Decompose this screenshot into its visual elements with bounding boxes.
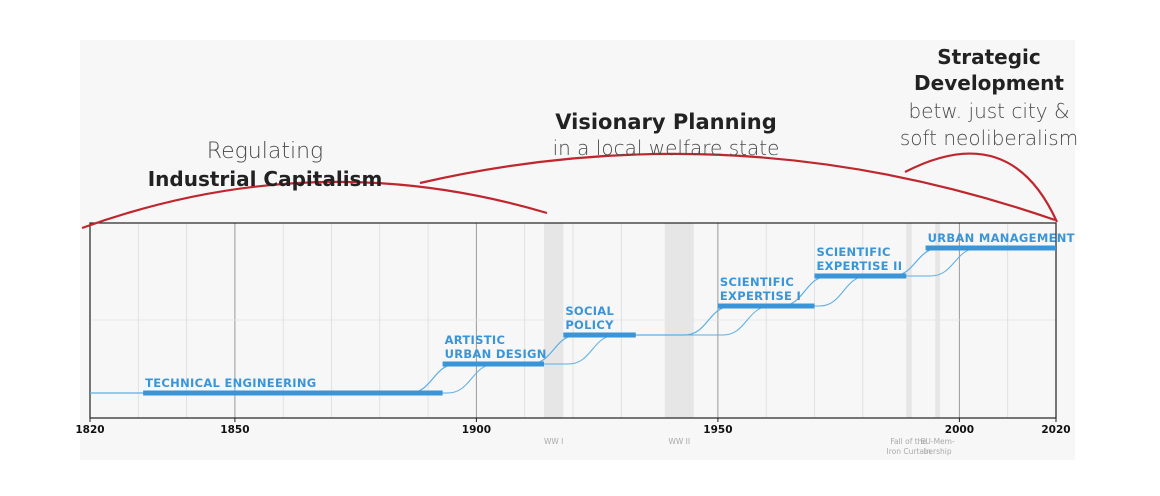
event-label: Fall of the [890, 437, 927, 446]
tick-label: 1950 [703, 424, 732, 436]
era-3-bold-1: Strategic [937, 45, 1040, 69]
phase-bar [814, 273, 907, 279]
era-arc-strategic-development [904, 152, 1059, 223]
tick-label: 1820 [75, 424, 104, 436]
event-band [906, 223, 912, 418]
phase-label: SCIENTIFIC [720, 275, 794, 289]
phase-label: EXPERTISE II [817, 259, 903, 273]
phase-bar [717, 303, 815, 309]
phase-label: TECHNICAL ENGINEERING [145, 376, 316, 390]
era-arcs [81, 152, 1059, 230]
era-arc-industrial-capitalism [81, 180, 548, 230]
phase-label: EXPERTISE I [720, 289, 801, 303]
tick-label: 1850 [220, 424, 249, 436]
tick-label: 2020 [1041, 424, 1070, 436]
plot-frame [89, 222, 1057, 419]
phase-bar [143, 390, 443, 396]
era-2-bold: Visionary Planning [555, 110, 777, 134]
era-2-light: in a local welfare state [553, 136, 780, 160]
phase-label: URBAN MANAGEMENT [928, 231, 1075, 245]
era-labels: Regulating Industrial Capitalism Visiona… [148, 45, 1078, 191]
phase-label: URBAN DESIGN [445, 347, 547, 361]
phase-label: SOCIAL [565, 304, 614, 318]
tick-label: 1900 [462, 424, 491, 436]
era-1-bold: Industrial Capitalism [148, 167, 383, 191]
event-band [935, 223, 941, 418]
event-label: Iron Curtain [887, 447, 932, 456]
era-3-bold-2: Development [914, 71, 1064, 95]
timeline-frame [89, 222, 1057, 419]
phase-label: SCIENTIFIC [817, 245, 891, 259]
tick-label: 2000 [945, 424, 974, 436]
phase-bar [563, 332, 636, 338]
phase-label: ARTISTIC [445, 333, 506, 347]
era-3-light-1: betw. just city & [908, 99, 1069, 123]
event-label: WW I [544, 437, 563, 446]
event-label: EU-Mem- [921, 437, 955, 446]
era-arc-visionary-planning [419, 152, 1056, 222]
event-label: bership [924, 447, 952, 456]
phase-bar [925, 245, 1056, 251]
era-3-light-2: soft neoliberalism [900, 126, 1078, 150]
era-1-light: Regulating [207, 139, 323, 164]
event-band [544, 223, 564, 418]
phase-bar [442, 361, 545, 367]
event-label: WW II [668, 437, 690, 446]
phase-label: POLICY [565, 318, 614, 332]
event-band [664, 223, 694, 418]
x-axis-ticks: 1820 1850 1900 1950 2000 2020 [75, 418, 1071, 436]
